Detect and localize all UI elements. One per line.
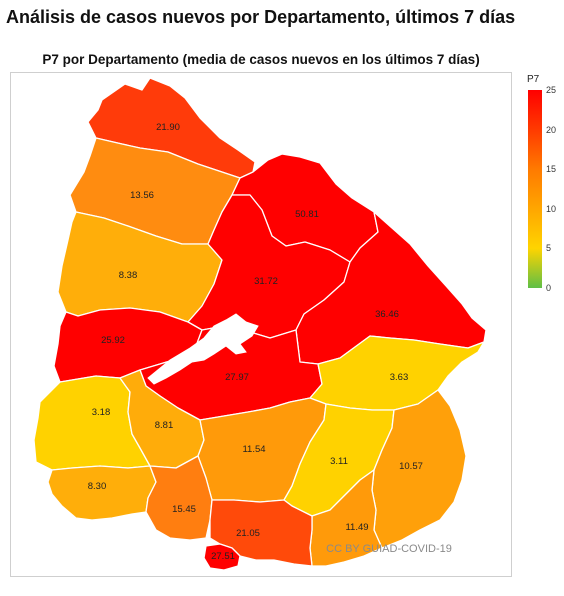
department-value-label: 25.92	[101, 335, 125, 346]
lake-shape	[147, 313, 259, 385]
legend-tick: 20	[546, 124, 557, 135]
watermark-text: CC BY GUIAD-COVID-19	[326, 543, 452, 555]
department-region[interactable]	[145, 455, 213, 541]
department-value-label: 11.49	[345, 522, 368, 533]
department-value-label: 27.97	[225, 372, 249, 383]
department-value-label: 21.05	[236, 528, 260, 539]
department-value-label: 15.45	[172, 504, 196, 515]
department-value-label: 8.30	[88, 481, 107, 492]
legend-title: P7	[527, 74, 540, 85]
department-value-label: 8.38	[119, 270, 138, 281]
department-region[interactable]	[203, 543, 241, 571]
department-region[interactable]	[209, 499, 313, 567]
legend-tick: 0	[546, 283, 552, 293]
department-region[interactable]	[47, 465, 157, 521]
legend-color-bar	[528, 90, 542, 288]
map-subtitle: P7 por Departamento (media de casos nuev…	[42, 52, 480, 67]
legend-tick: 5	[546, 243, 552, 254]
department-value-label: 10.57	[399, 461, 423, 472]
department-value-label: 50.81	[295, 209, 319, 220]
department-value-label: 13.56	[130, 190, 154, 201]
legend-ticks: 25 20 15 10 5 0	[544, 85, 564, 293]
department-value-label: 21.90	[156, 122, 180, 133]
department-value-label: 3.63	[390, 372, 409, 383]
page-title: Análisis de casos nuevos por Departament…	[6, 7, 516, 27]
legend-tick: 10	[546, 203, 557, 214]
department-value-label: 36.46	[375, 309, 399, 320]
legend-tick: 15	[546, 164, 557, 175]
department-labels: 21.90 13.56 50.81 8.38 31.72 36.46 25.92 27.97 3…	[88, 122, 423, 562]
department-value-label: 31.72	[254, 276, 278, 287]
department-value-label: 11.54	[242, 444, 265, 455]
legend-tick: 25	[546, 85, 557, 95]
department-value-label: 8.81	[155, 420, 174, 431]
department-value-label: 27.51	[211, 551, 235, 562]
department-value-label: 3.11	[330, 456, 348, 467]
department-value-label: 3.18	[92, 407, 111, 418]
